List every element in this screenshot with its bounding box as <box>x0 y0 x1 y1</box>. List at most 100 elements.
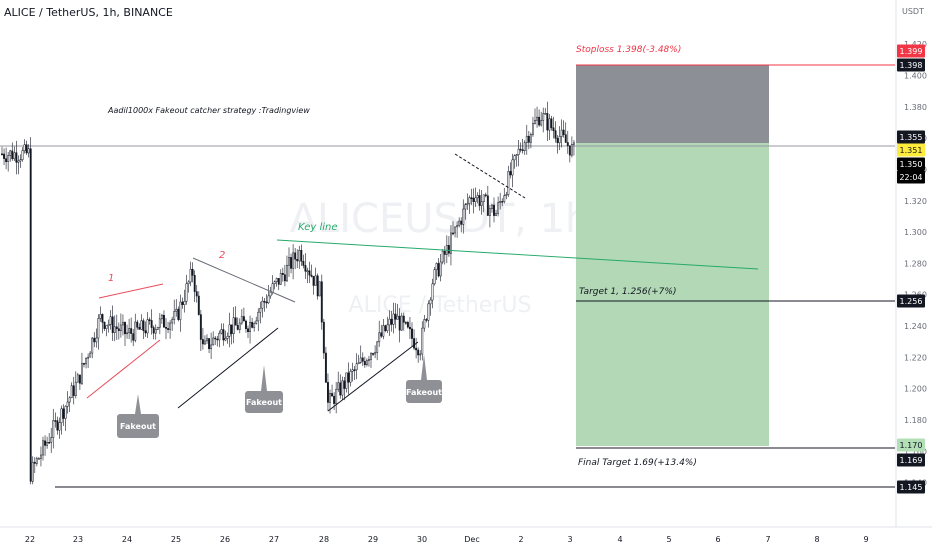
candle <box>447 236 450 257</box>
candle <box>306 267 309 284</box>
candle <box>532 116 534 137</box>
candle <box>173 299 176 325</box>
candle-body <box>72 385 75 396</box>
candle-body <box>113 326 116 333</box>
candle <box>206 334 208 344</box>
candles <box>1 101 575 485</box>
candle <box>439 253 442 282</box>
candle <box>540 111 543 127</box>
candle-body <box>355 363 358 371</box>
candle <box>402 312 405 331</box>
candle <box>64 405 67 431</box>
candle <box>146 312 149 338</box>
candle-body <box>150 320 153 328</box>
price-tick-label: 1.240 <box>904 322 927 331</box>
candle-body <box>411 328 413 339</box>
candle <box>242 307 245 322</box>
candle-body <box>429 299 432 305</box>
candle-body <box>573 142 575 145</box>
candle-body <box>179 301 182 320</box>
candle-body <box>406 322 409 328</box>
price-badge-bg <box>897 157 925 171</box>
candle <box>31 456 34 485</box>
price-tick-label: 1.320 <box>904 197 927 206</box>
candle <box>431 278 434 309</box>
candle-body <box>497 202 500 214</box>
candle <box>427 300 430 328</box>
price-tick-label: 1.280 <box>904 259 927 268</box>
candle-body <box>74 381 77 396</box>
candle-body <box>140 320 143 330</box>
candle-body <box>458 220 461 226</box>
candle-body <box>318 281 321 297</box>
price-badge-label: 1.170 <box>900 441 923 450</box>
price-badge-label: 1.351 <box>900 146 923 155</box>
candle-body <box>267 295 270 304</box>
candle <box>298 245 301 269</box>
pattern2-upper-line <box>192 257 296 303</box>
candle-body <box>148 319 151 321</box>
price-badge-label: 1.350 <box>900 160 923 169</box>
candle-body <box>277 278 280 285</box>
time-axis[interactable] <box>0 527 896 550</box>
candle <box>556 135 559 154</box>
candle <box>199 309 202 351</box>
candle <box>392 302 395 334</box>
candle-body <box>85 357 87 365</box>
candle-body <box>165 327 167 329</box>
candle-body <box>240 316 243 324</box>
stoploss-zone <box>576 65 769 143</box>
candle <box>68 396 71 412</box>
candle-body <box>91 337 94 354</box>
pattern3-lower-line <box>327 341 419 412</box>
candle <box>25 140 28 155</box>
flag-dashed-line <box>454 153 526 199</box>
time-tick-label: Dec <box>464 535 479 544</box>
candle <box>300 244 303 266</box>
candle <box>183 289 186 313</box>
candle <box>255 316 258 325</box>
candle-body <box>472 197 475 203</box>
candle-body <box>210 344 213 350</box>
candle-body <box>236 324 239 330</box>
candle-body <box>345 372 348 389</box>
pattern1-upper-line <box>98 283 164 299</box>
candle <box>277 278 280 291</box>
candle-body <box>296 258 299 262</box>
candle-body <box>70 385 73 399</box>
time-tick-label: 6 <box>715 535 720 544</box>
candle <box>478 189 481 211</box>
candle <box>304 253 307 280</box>
candle <box>193 270 196 302</box>
candle-body <box>89 352 92 358</box>
strategy-label: Aadil1000x Fakeout catcher strategy :Tra… <box>107 106 310 115</box>
candle <box>546 101 549 142</box>
time-tick-label: 23 <box>73 535 83 544</box>
candle <box>333 392 336 410</box>
candle <box>470 188 473 205</box>
key-line-label: Key line <box>298 222 338 233</box>
candle <box>568 145 571 163</box>
candle <box>165 318 167 340</box>
candle <box>220 323 223 335</box>
candle <box>52 408 55 449</box>
candle <box>142 318 145 339</box>
candle <box>419 350 422 361</box>
candle <box>230 324 233 345</box>
candle <box>404 321 407 326</box>
candle <box>320 274 323 330</box>
candle <box>566 130 569 154</box>
candle <box>361 352 364 367</box>
price-tick-label: 1.380 <box>904 103 927 112</box>
candle <box>400 312 403 331</box>
candle <box>538 109 541 127</box>
candle-body <box>167 328 170 330</box>
candle-body <box>109 316 112 325</box>
candle-body <box>138 327 141 330</box>
candle <box>441 249 444 265</box>
candle-body <box>115 326 118 329</box>
candle-body <box>306 270 309 273</box>
candle-body <box>454 226 457 234</box>
candle <box>529 132 532 149</box>
